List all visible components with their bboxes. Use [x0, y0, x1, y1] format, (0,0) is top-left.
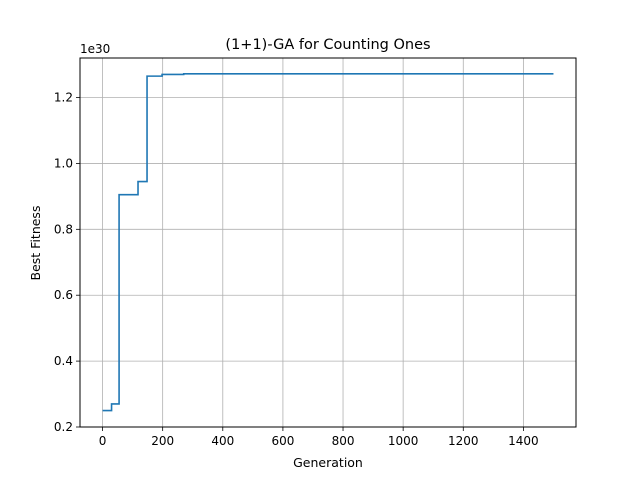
series-group	[102, 73, 554, 412]
x-axis-ticks: 0 200 400 600 800 1000 1200 1400	[99, 427, 539, 448]
y-axis-label: Best Fitness	[28, 206, 43, 281]
plot-frame	[79, 57, 577, 428]
x-tick-label: 200	[151, 434, 174, 448]
x-tick-label: 0	[99, 434, 107, 448]
x-tick-label: 400	[211, 434, 234, 448]
series-line-0	[102, 73, 554, 412]
y-offset-label: 1e30	[80, 42, 110, 56]
x-tick-label: 800	[332, 434, 355, 448]
y-tick-label: 1.2	[54, 91, 73, 105]
x-tick-label: 1400	[508, 434, 539, 448]
x-tick-label: 1200	[448, 434, 479, 448]
y-tick-label: 0.6	[54, 288, 73, 302]
x-axis-label: Generation	[293, 455, 363, 470]
y-tick-label: 0.2	[54, 420, 73, 434]
y-axis-ticks: 0.2 0.4 0.6 0.8 1.0 1.2	[54, 91, 80, 434]
x-tick-label: 600	[271, 434, 294, 448]
y-tick-label: 0.8	[54, 222, 73, 236]
y-tick-label: 0.4	[54, 354, 73, 368]
chart-title: (1+1)-GA for Counting Ones	[225, 37, 430, 53]
grid-lines	[80, 58, 576, 428]
y-tick-label: 1.0	[54, 156, 73, 170]
x-tick-label: 1000	[388, 434, 419, 448]
